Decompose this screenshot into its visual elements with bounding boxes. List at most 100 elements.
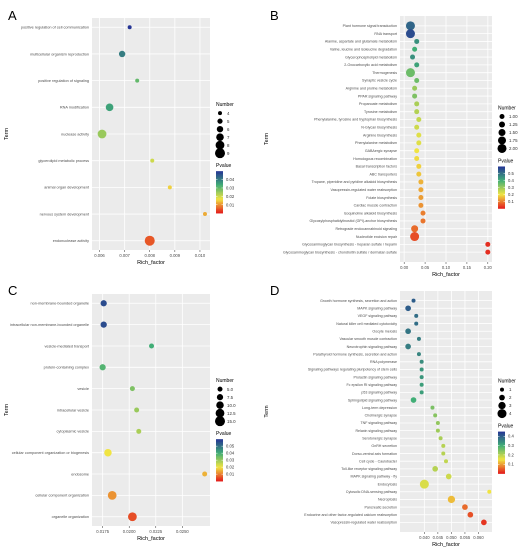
data-point	[416, 140, 422, 146]
color-legend-swatch	[498, 183, 505, 185]
color-legend-swatch	[216, 186, 223, 189]
size-legend-dot	[497, 143, 507, 153]
y-tick-label: GABAergic synapse	[365, 149, 397, 153]
y-tick-label: intracellular non-membrane-bounded organ…	[10, 323, 89, 327]
y-tick-label: Natural killer cell mediated cytotoxicit…	[336, 322, 397, 326]
color-legend-swatch	[216, 453, 223, 455]
color-legend-title: Pvalue	[216, 163, 232, 169]
color-legend-swatch	[216, 203, 223, 206]
color-legend-swatch	[216, 199, 223, 201]
size-legend-dot	[218, 111, 222, 116]
color-legend-swatch	[498, 431, 505, 434]
data-point	[414, 148, 420, 154]
x-axis-title: Rich_factor	[432, 272, 460, 278]
color-legend-swatch	[216, 464, 223, 467]
color-legend-swatch	[216, 185, 223, 187]
color-legend-swatch	[498, 467, 505, 470]
data-point	[438, 436, 443, 441]
data-point	[416, 352, 421, 357]
data-point	[418, 179, 424, 185]
color-legend-swatch	[498, 444, 505, 446]
size-legend-label: 2.00	[509, 146, 518, 151]
size-legend-dot	[215, 140, 225, 150]
y-tick-label: Synaptic vesicle cycle	[362, 79, 397, 83]
color-legend-swatch	[216, 441, 223, 444]
data-point	[107, 491, 117, 500]
data-point	[462, 504, 468, 510]
x-axis-title: Rich_factor	[432, 542, 460, 548]
panel-d: D Growth hormone synthesis, secretion and…	[264, 283, 516, 548]
y-tick-label: Arginine biosynthesis	[363, 133, 397, 137]
data-point	[97, 129, 107, 139]
data-point	[134, 407, 140, 413]
data-point	[405, 328, 411, 335]
size-legend-label: 1.00	[509, 114, 518, 119]
y-tick-label: Dorso-ventral axis formation	[352, 452, 397, 456]
data-point	[485, 241, 491, 247]
size-legend-dot	[216, 401, 224, 409]
color-legend-swatch	[498, 169, 505, 171]
y-tick-label: nuclease activity	[61, 132, 89, 136]
size-legend-dot	[499, 394, 505, 401]
x-tick-label: 0.20	[484, 265, 493, 270]
data-point	[410, 54, 416, 60]
color-legend-swatch	[216, 179, 223, 182]
color-legend-label: 0.02	[226, 194, 235, 199]
y-tick-label: Parathyroid hormone synthesis, secretion…	[313, 352, 397, 356]
color-legend-swatch	[498, 472, 505, 474]
color-legend-swatch	[216, 444, 223, 447]
data-point	[435, 420, 440, 425]
size-legend-label: 5.0	[227, 387, 234, 392]
data-point	[416, 116, 422, 122]
y-tick-label: 2-Oxocarboxylic acid metabolism	[344, 63, 397, 67]
data-point	[144, 235, 155, 246]
y-tick-label: Phenylalanine metabolism	[355, 141, 397, 145]
color-legend-label: 0.3	[508, 443, 514, 448]
color-legend-swatch	[498, 201, 505, 204]
data-point	[433, 413, 438, 418]
data-point	[445, 473, 452, 480]
color-legend-swatch	[498, 451, 505, 453]
data-point	[467, 511, 474, 518]
color-legend-swatch	[216, 469, 223, 472]
y-tick-label: cytoplasmic vesicle	[57, 430, 90, 434]
y-tick-label: Endocrine and other factor-regulated cal…	[304, 513, 397, 517]
size-legend-dot	[498, 136, 506, 145]
color-legend-swatch	[498, 453, 505, 456]
y-tick-label: Phenylalanine, tyrosine and tryptophan b…	[314, 118, 397, 122]
color-legend-swatch	[216, 457, 223, 460]
y-tick-label: endonuclease activity	[53, 239, 89, 243]
data-point	[405, 29, 415, 39]
data-point	[441, 451, 446, 456]
color-legend-swatch	[498, 167, 505, 170]
color-legend-swatch	[216, 201, 223, 204]
color-legend-swatch	[498, 437, 505, 439]
color-legend-swatch	[216, 200, 223, 203]
color-legend-swatch	[216, 443, 223, 446]
y-tick-label: TNF signaling pathway	[360, 421, 397, 425]
color-legend-swatch	[498, 207, 505, 209]
data-point	[100, 321, 107, 328]
y-tick-label: Vasopressin-regulated water reabsorption	[331, 188, 397, 192]
y-axis-title: Term	[264, 132, 270, 145]
y-tick-label: Necroptosis	[378, 498, 397, 502]
y-tick-label: Serotonergic synapse	[362, 437, 397, 441]
y-tick-label: Valine, leucine and isoleucine degradati…	[330, 48, 397, 52]
data-point	[202, 471, 208, 477]
size-legend-title: Number	[216, 378, 234, 384]
color-legend-swatch	[498, 205, 505, 208]
y-tick-label: Relaxin signaling pathway	[355, 429, 397, 433]
color-legend-swatch	[498, 456, 505, 459]
color-legend-label: 0.04	[226, 177, 235, 182]
data-point	[100, 300, 107, 307]
y-tick-label: Glycosaminoglycan biosynthesis - heparan…	[302, 243, 397, 247]
y-tick-label: Retrograde endocannabinoid signaling	[335, 227, 397, 231]
color-legend-swatch	[498, 442, 505, 445]
data-point	[435, 428, 440, 433]
color-legend-label: 0.05	[226, 444, 235, 449]
data-point	[128, 512, 137, 522]
size-legend-label: 12.5	[227, 411, 236, 416]
y-tick-label: Isoquinoline alkaloid biosynthesis	[344, 211, 397, 215]
y-tick-label: Plant hormone signal transduction	[343, 24, 397, 28]
size-legend-dot	[498, 401, 506, 410]
